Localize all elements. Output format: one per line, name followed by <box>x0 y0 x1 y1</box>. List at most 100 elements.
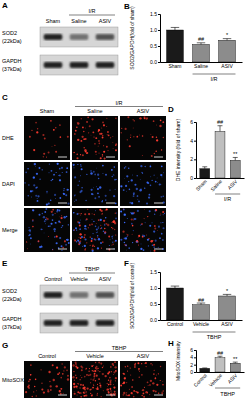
fluorescent-spot <box>163 137 164 138</box>
blot-membrane <box>40 285 118 305</box>
fluorescent-spot <box>132 393 134 395</box>
fluorescent-spot <box>137 195 139 197</box>
fluorescent-spot <box>97 387 98 388</box>
x-tick: Control <box>192 372 208 388</box>
fluorescent-spot <box>143 116 145 118</box>
scale-bar <box>154 395 163 396</box>
tick-label: 6 <box>190 347 193 353</box>
axis-line <box>194 123 197 179</box>
fluorescent-spot <box>90 379 91 380</box>
fluorescent-spot <box>145 362 147 364</box>
fluorescent-spot <box>101 396 102 397</box>
fluorescent-spot <box>128 181 129 182</box>
tick-mark <box>194 122 196 123</box>
fluorescent-spot <box>39 214 41 216</box>
row-label: DAPI <box>2 181 15 187</box>
fluorescent-spot <box>159 214 161 216</box>
fluorescent-spot <box>114 188 116 190</box>
fluorescent-spot <box>33 184 35 186</box>
x-tick: Vehicle <box>208 372 224 388</box>
fluorescent-spot <box>83 237 85 239</box>
fluorescent-spot <box>122 383 123 384</box>
fluorescent-spot <box>156 229 158 231</box>
fluorescent-spot <box>96 394 98 396</box>
blot-band <box>44 62 63 68</box>
fluorescent-spot <box>154 250 156 252</box>
error-bar <box>174 27 175 30</box>
fluorescent-spot <box>72 376 74 378</box>
fluorescent-spot <box>115 370 117 372</box>
fluorescent-spot <box>75 130 77 132</box>
panel-label: G <box>2 341 8 350</box>
fluorescent-spot <box>139 117 141 119</box>
scale-bar <box>106 249 115 250</box>
micrograph <box>72 116 118 160</box>
fluorescent-spot <box>86 395 88 397</box>
fluorescent-spot <box>54 198 56 200</box>
tick-mark <box>194 365 196 366</box>
fluorescent-spot <box>63 216 65 218</box>
tick-label: 6 <box>190 119 193 125</box>
fluorescent-spot <box>60 217 62 219</box>
fluorescent-spot <box>86 218 88 220</box>
fluorescent-spot <box>147 385 149 387</box>
fluorescent-spot <box>46 217 48 219</box>
fluorescent-spot <box>133 218 135 220</box>
tick-mark <box>158 30 160 31</box>
fluorescent-spot <box>113 174 114 175</box>
fluorescent-spot <box>108 134 110 136</box>
fluorescent-spot <box>54 145 55 146</box>
fluorescent-spot <box>160 222 161 223</box>
fluorescent-spot <box>54 194 56 196</box>
fluorescent-spot <box>35 390 37 392</box>
fluorescent-spot <box>158 247 159 248</box>
image-panel: CShamSalineASIVI/RDHEDAPIMerge <box>2 93 166 252</box>
blot-band <box>96 292 115 298</box>
fluorescent-spot <box>98 140 100 142</box>
blot-band <box>96 62 115 68</box>
fluorescent-spot <box>123 209 125 211</box>
fluorescent-spot <box>120 185 122 187</box>
fluorescent-spot <box>129 389 130 390</box>
fluorescent-spot <box>43 153 45 155</box>
fluorescent-spot <box>95 137 97 139</box>
fluorescent-spot <box>102 154 103 155</box>
fluorescent-spot <box>108 392 110 394</box>
fluorescent-spot <box>133 195 135 197</box>
fluorescent-spot <box>155 181 157 183</box>
fluorescent-spot <box>98 152 99 153</box>
fluorescent-spot <box>150 380 152 382</box>
fluorescent-spot <box>36 186 38 188</box>
fluorescent-spot <box>145 118 147 120</box>
fluorescent-spot <box>94 246 95 247</box>
y-axis-title: SOD2/GAPDH(fold of sham) <box>129 6 135 70</box>
fluorescent-spot <box>83 388 85 390</box>
fluorescent-spot <box>93 221 94 222</box>
fluorescent-spot <box>32 209 34 211</box>
fluorescent-spot <box>61 250 62 251</box>
fluorescent-spot <box>155 377 156 378</box>
protein-label: GAPDH <box>2 58 22 64</box>
fluorescent-spot <box>100 242 102 244</box>
micrograph <box>24 361 70 398</box>
group-line <box>193 332 236 333</box>
x-tick: Control <box>167 320 183 327</box>
group-label: TBHP <box>207 334 222 340</box>
fluorescent-spot <box>91 394 93 396</box>
fluorescent-spot <box>59 168 61 170</box>
fluorescent-spot <box>85 228 87 230</box>
fluorescent-spot <box>97 384 98 385</box>
y-axis-title: SOD2/GAPDH(fold of control) <box>129 263 135 329</box>
fluorescent-spot <box>115 179 116 180</box>
y-axis-title: DHE intensity (fold of sham) <box>175 119 181 182</box>
fluorescent-spot <box>128 394 130 396</box>
fluorescent-spot <box>44 220 46 222</box>
fluorescent-spot <box>110 366 112 368</box>
fluorescent-spot <box>73 386 75 388</box>
fluorescent-spot <box>61 227 62 228</box>
panel-label: E <box>2 259 8 268</box>
fluorescent-spot <box>93 171 95 173</box>
fluorescent-spot <box>27 195 29 197</box>
bar <box>200 169 210 178</box>
y-tick: 0 <box>190 175 196 181</box>
